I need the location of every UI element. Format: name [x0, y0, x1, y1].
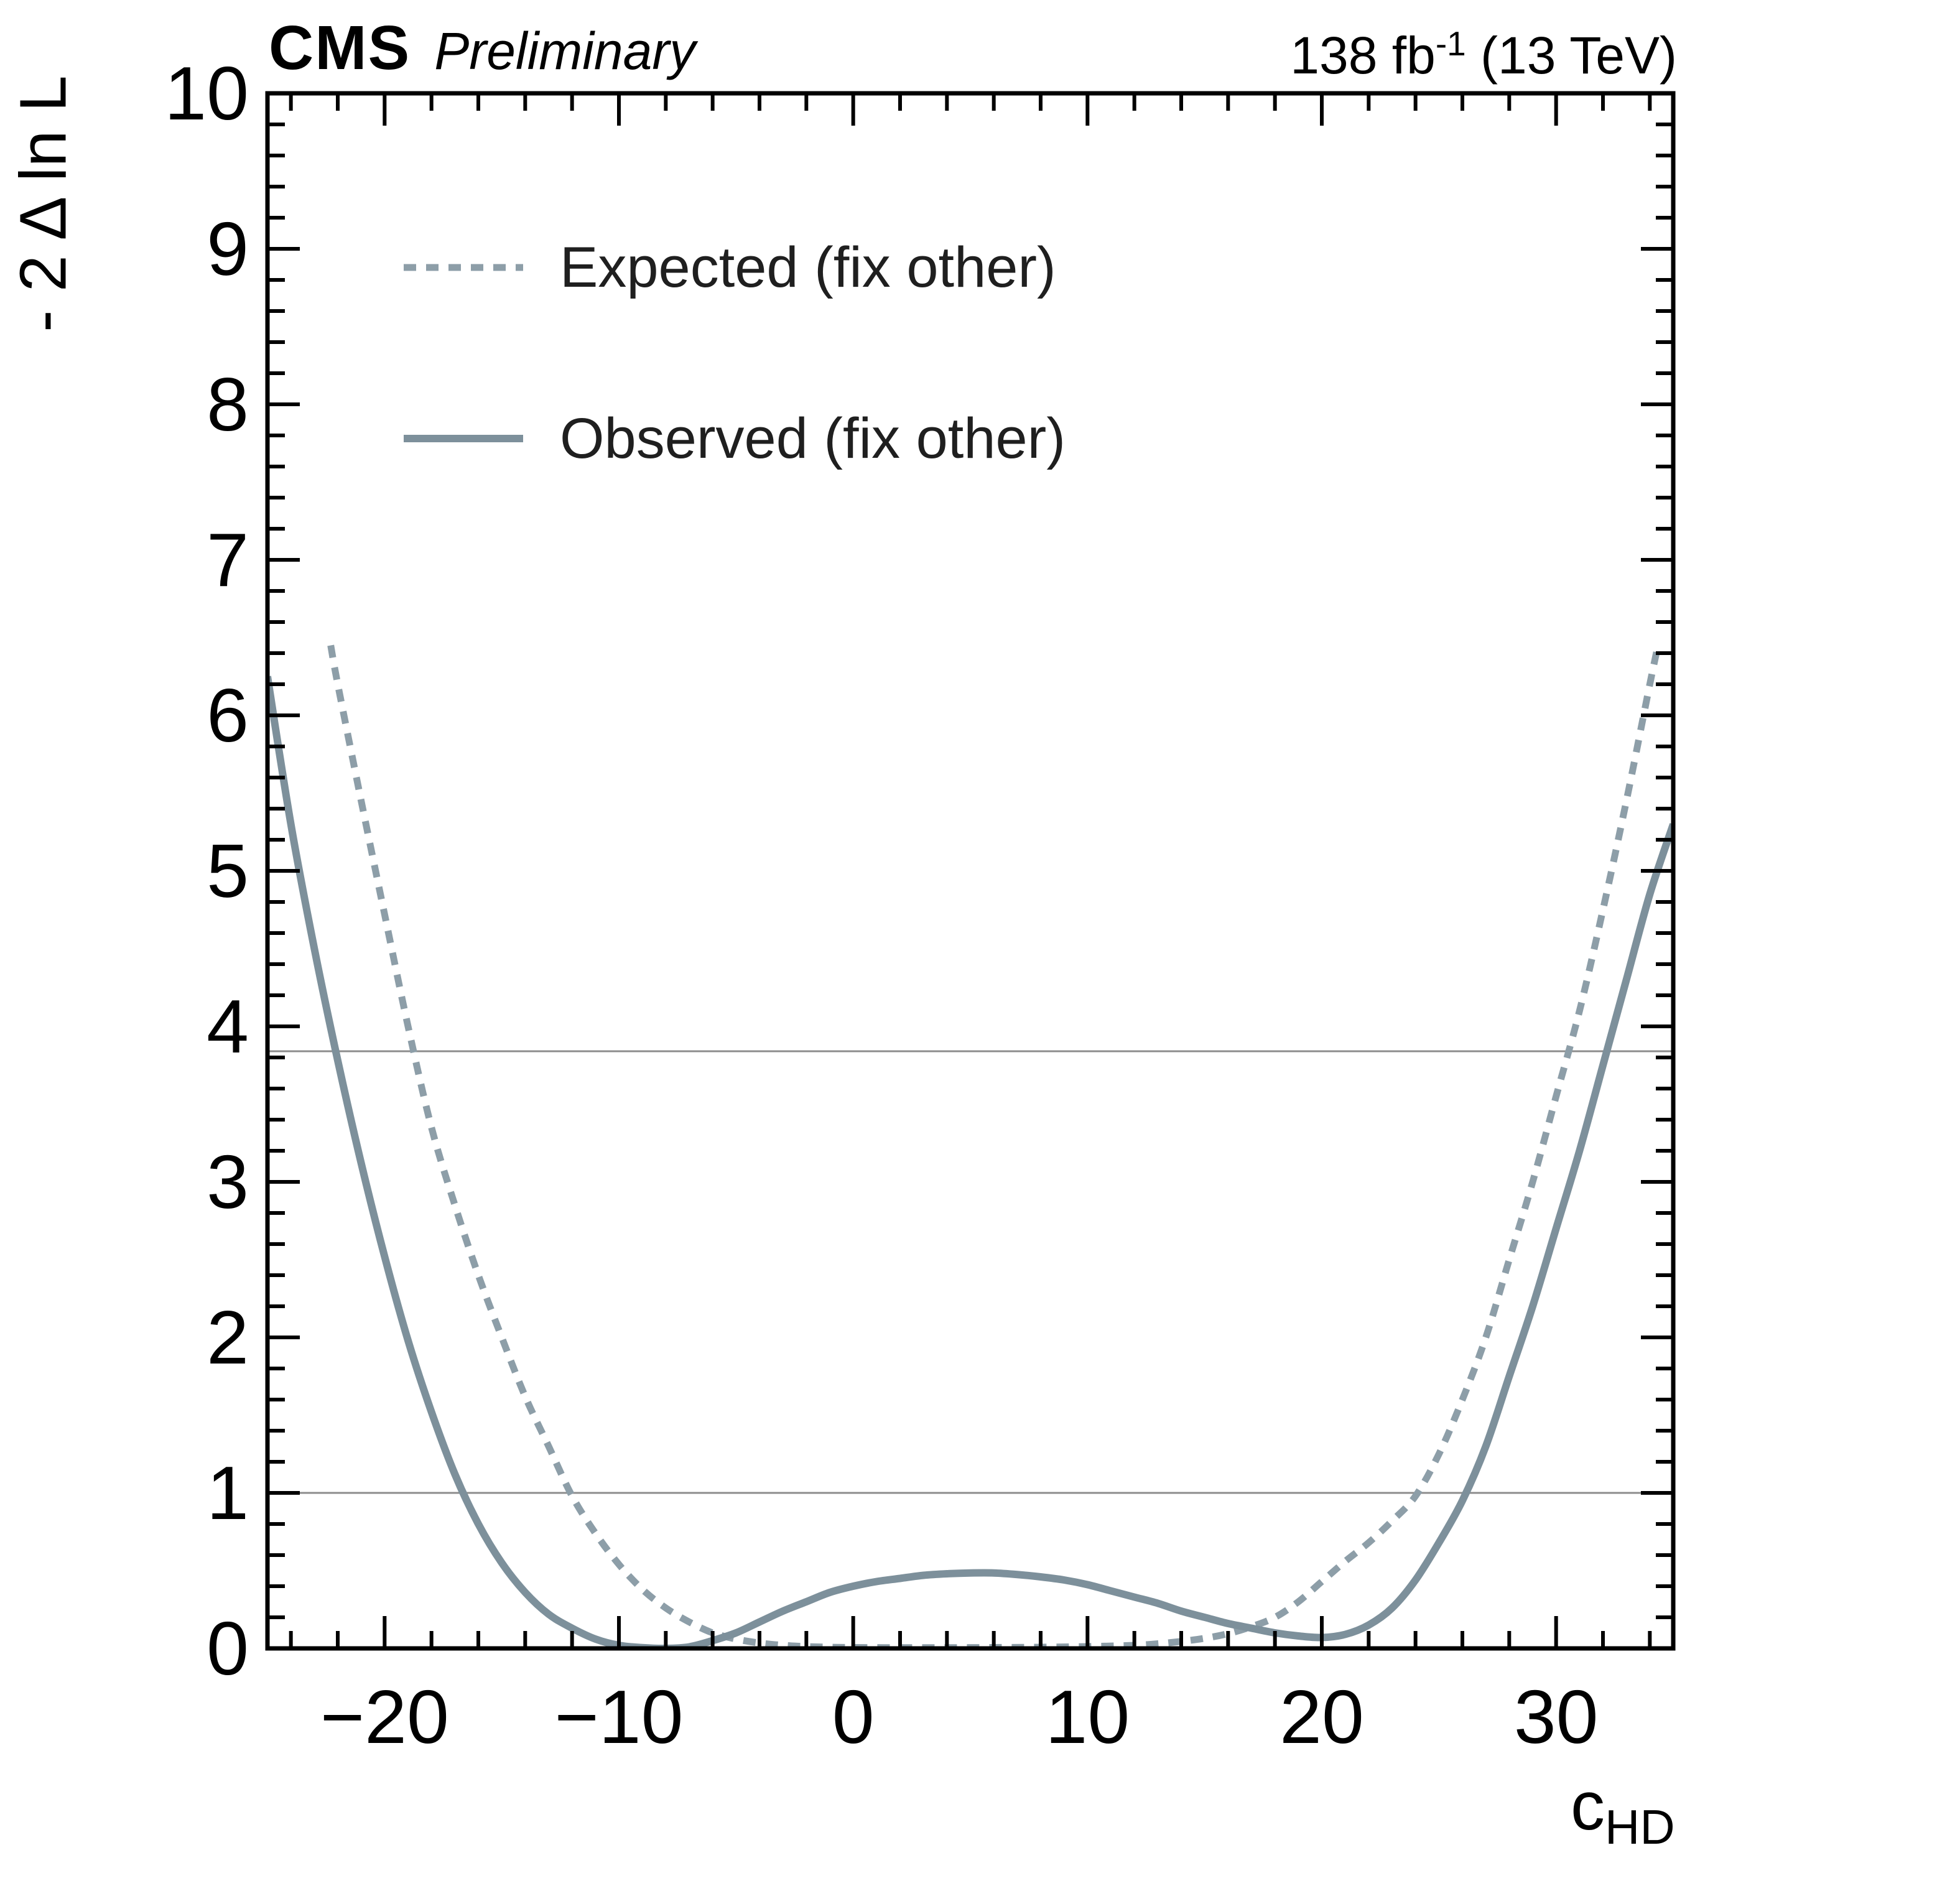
legend: Expected (fix other) Observed (fix other… — [401, 205, 1066, 501]
plot-header-left: CMS Preliminary — [269, 12, 695, 84]
x-tick-label: 10 — [1045, 1675, 1130, 1759]
x-axis-title-sub: HD — [1605, 1800, 1675, 1854]
expected-dashed-line-sample — [404, 264, 523, 271]
lumi-text: 138 fb — [1290, 26, 1436, 85]
y-tick-label: 9 — [207, 207, 249, 291]
plot-frame — [265, 91, 1676, 1651]
legend-label-expected: Expected (fix other) — [560, 235, 1056, 299]
x-axis-title: cHD — [1571, 1767, 1675, 1856]
y-tick-label: 5 — [207, 829, 249, 913]
y-tick-label: 3 — [207, 1140, 249, 1224]
x-tick-label: 0 — [832, 1675, 875, 1759]
y-tick-label: 2 — [207, 1295, 249, 1380]
y-tick-label: 1 — [207, 1451, 249, 1535]
energy-text: (13 TeV) — [1465, 26, 1677, 85]
y-tick-label: 8 — [207, 362, 249, 447]
observed-curve — [267, 676, 1673, 1648]
y-tick-label: 6 — [207, 673, 249, 758]
y-tick-label: 7 — [207, 518, 249, 602]
legend-item-observed: Observed (fix other) — [401, 376, 1066, 501]
lumi-label: 138 fb-1 (13 TeV) — [1290, 24, 1677, 86]
y-tick-label: 10 — [164, 51, 249, 136]
preliminary-label: Preliminary — [434, 22, 696, 80]
lumi-exponent: -1 — [1435, 24, 1466, 63]
x-tick-label: 20 — [1280, 1675, 1364, 1759]
observed-solid-line-sample — [404, 435, 523, 442]
x-axis-title-main: c — [1571, 1768, 1605, 1844]
expected-curve — [327, 644, 1661, 1648]
x-tick-label: 30 — [1514, 1675, 1599, 1759]
y-tick-label: 0 — [207, 1606, 249, 1691]
y-axis-title: - 2 Δ ln L — [6, 75, 80, 332]
x-tick-label: −20 — [320, 1675, 449, 1759]
x-tick-label: −10 — [555, 1675, 684, 1759]
experiment-label: CMS — [269, 13, 411, 83]
legend-item-expected: Expected (fix other) — [401, 205, 1066, 330]
y-tick-label: 4 — [207, 984, 249, 1069]
legend-label-observed: Observed (fix other) — [560, 406, 1066, 470]
